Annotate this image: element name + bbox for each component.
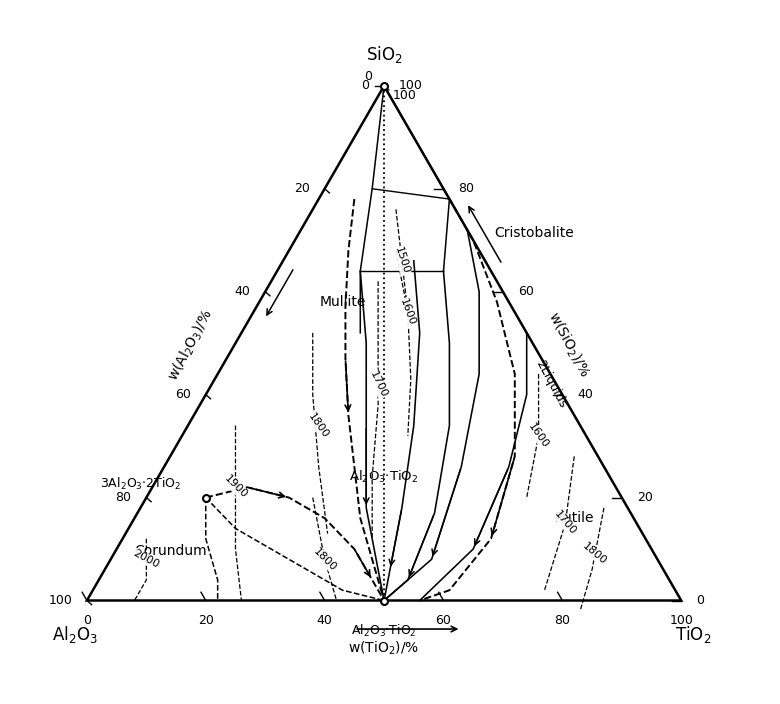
Text: 0: 0 (83, 614, 91, 627)
Text: 0: 0 (696, 594, 704, 607)
Text: 0: 0 (361, 80, 369, 92)
Text: 60: 60 (175, 388, 191, 401)
Text: w(SiO$_2$)/%: w(SiO$_2$)/% (544, 309, 593, 381)
Text: 1700: 1700 (552, 509, 578, 537)
Text: Al$_2$O$_3$$\cdot$TiO$_2$: Al$_2$O$_3$$\cdot$TiO$_2$ (349, 469, 419, 485)
Text: 40: 40 (317, 614, 332, 627)
Text: 1600: 1600 (399, 297, 417, 327)
Text: TiO$_2$: TiO$_2$ (675, 624, 711, 646)
Text: 3Al$_2$O$_3$$\cdot$2TiO$_2$: 3Al$_2$O$_3$$\cdot$2TiO$_2$ (101, 475, 182, 491)
Text: 2000: 2000 (132, 548, 161, 570)
Text: Mullite: Mullite (319, 295, 366, 309)
Text: 100: 100 (393, 89, 417, 102)
Text: 1900: 1900 (222, 474, 249, 501)
Text: 40: 40 (235, 285, 250, 298)
Text: 80: 80 (555, 614, 570, 627)
Text: Al$_2$O$_3$: Al$_2$O$_3$ (52, 624, 98, 646)
Text: 1600: 1600 (526, 422, 551, 450)
Text: Rutile: Rutile (555, 511, 594, 525)
Text: 100: 100 (48, 594, 72, 607)
Text: 40: 40 (577, 388, 593, 401)
Text: 1700: 1700 (367, 370, 388, 399)
Text: 20: 20 (636, 491, 653, 504)
Text: SiO$_2$: SiO$_2$ (366, 44, 402, 65)
Text: 20: 20 (294, 182, 310, 195)
Text: 100: 100 (669, 614, 693, 627)
Text: 80: 80 (459, 182, 474, 195)
Text: 20: 20 (198, 614, 214, 627)
Text: w(TiO$_2$)/%: w(TiO$_2$)/% (349, 639, 420, 657)
Text: 1800: 1800 (307, 411, 331, 440)
Text: 60: 60 (518, 285, 534, 298)
Text: w(Al$_2$O$_3$)/%: w(Al$_2$O$_3$)/% (165, 306, 217, 384)
Text: 1800: 1800 (581, 541, 609, 567)
Text: 60: 60 (435, 614, 452, 627)
Text: 100: 100 (399, 80, 423, 92)
Text: Al$_2$O$_3$$\cdot$TiO$_2$: Al$_2$O$_3$$\cdot$TiO$_2$ (351, 623, 417, 639)
Text: 80: 80 (115, 491, 132, 504)
Text: 2Liquids: 2Liquids (533, 358, 569, 410)
Text: 1800: 1800 (311, 546, 338, 573)
Text: Corundum: Corundum (134, 544, 207, 558)
Text: Cristobalite: Cristobalite (494, 227, 574, 241)
Text: 1500: 1500 (393, 246, 411, 276)
Text: 0: 0 (364, 70, 372, 83)
